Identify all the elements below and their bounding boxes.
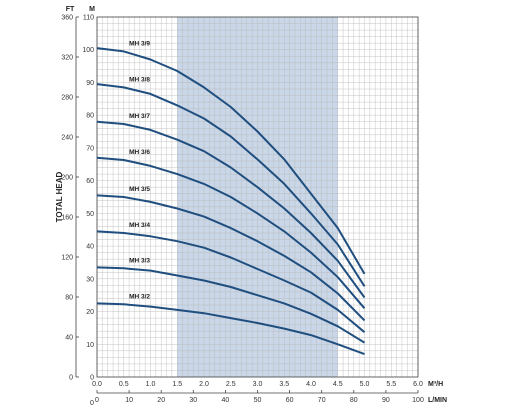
y-ft-tick-label: 0 (69, 375, 73, 382)
y-m-tick-label: 100 (82, 47, 94, 54)
series-line-3 (96, 194, 366, 322)
x2-tick-label: 70 (318, 397, 326, 404)
x2-tick-label: 40 (222, 397, 230, 404)
x-tick-label: 5.5 (386, 381, 396, 388)
y-m-tick-label: 0 (90, 375, 94, 382)
series-label: MH 3/8 (129, 76, 150, 83)
y-ft-tick-label: 80 (65, 295, 73, 302)
series-line-0 (96, 302, 365, 356)
y-ft-tick-label: 320 (61, 55, 73, 62)
x2-tick-label: 0 (95, 397, 99, 404)
y-ft-tick-label: 240 (61, 135, 73, 142)
x2-tick-label: 50 (254, 397, 262, 404)
x-tick-label: 0.0 (92, 381, 102, 388)
y-m-tick-label: 40 (86, 244, 94, 251)
series-label: MH 3/3 (129, 257, 150, 264)
y-m-tick-label: 10 (86, 342, 94, 349)
x-tick-label: 5.0 (360, 381, 370, 388)
y-ft-tick-label: 200 (61, 175, 73, 182)
y-m-tick-label: 80 (86, 113, 94, 120)
x2-tick-label: 20 (157, 397, 165, 404)
y-ft-tick-label: 40 (65, 335, 73, 342)
series-line-5 (96, 120, 366, 299)
x-tick-label: 6.0 (413, 381, 423, 388)
y-m-tick-label: 110 (83, 15, 94, 22)
series-line-2 (96, 230, 366, 333)
y-ft-tick-label: 360 (61, 15, 73, 22)
plot-frame (96, 16, 419, 378)
y-ft-unit: FT (66, 6, 75, 13)
y-m-tick-label: 30 (86, 276, 94, 283)
x2-tick-label: 80 (350, 397, 358, 404)
x2-tick-label: 10 (125, 397, 133, 404)
x-tick-label: 4.0 (306, 381, 316, 388)
y-m-tick-label: 50 (86, 211, 94, 218)
y-axis-title: TOTAL HEAD (55, 171, 64, 222)
x2-origin-label: 0 (90, 400, 94, 407)
x-tick-label: 3.0 (253, 381, 263, 388)
y-m-tick-label: 60 (86, 178, 94, 185)
x2-tick-label: 60 (286, 397, 294, 404)
x-tick-label: 2.5 (226, 381, 236, 388)
y-m-unit: M (89, 6, 95, 13)
x-tick-label: 1.0 (146, 381, 156, 388)
y-m-tick-label: 70 (86, 145, 94, 152)
x-tick-label: 1.5 (172, 381, 182, 388)
y-ft-tick-label: 280 (61, 95, 73, 102)
x-tick-label: 0.5 (119, 381, 129, 388)
series-line-4 (96, 156, 366, 309)
y-ft-tick-label: 160 (61, 215, 73, 222)
series-line-6 (96, 83, 366, 287)
y-m-tick-label: 90 (86, 80, 94, 87)
series-label: MH 3/9 (129, 40, 150, 47)
series-label: MH 3/2 (129, 293, 150, 300)
x-unit-label: M³/H (428, 381, 443, 388)
series-line-1 (96, 266, 366, 344)
x-tick-label: 2.0 (199, 381, 209, 388)
x-tick-label: 4.5 (333, 381, 343, 388)
series-label: MH 3/5 (129, 186, 150, 193)
x-tick-label: 3.5 (279, 381, 289, 388)
y-m-tick-label: 20 (86, 309, 94, 316)
x2-tick-label: 90 (382, 397, 390, 404)
y-ft-tick-label: 120 (61, 255, 73, 262)
series-label: MH 3/6 (129, 149, 150, 156)
x2-unit-label: L/MIN (428, 397, 447, 404)
x2-tick-label: 100 (412, 397, 424, 404)
x2-tick-label: 30 (189, 397, 197, 404)
series-line-7 (96, 47, 366, 275)
series-label: MH 3/7 (129, 113, 150, 120)
series-label: MH 3/4 (129, 222, 150, 229)
